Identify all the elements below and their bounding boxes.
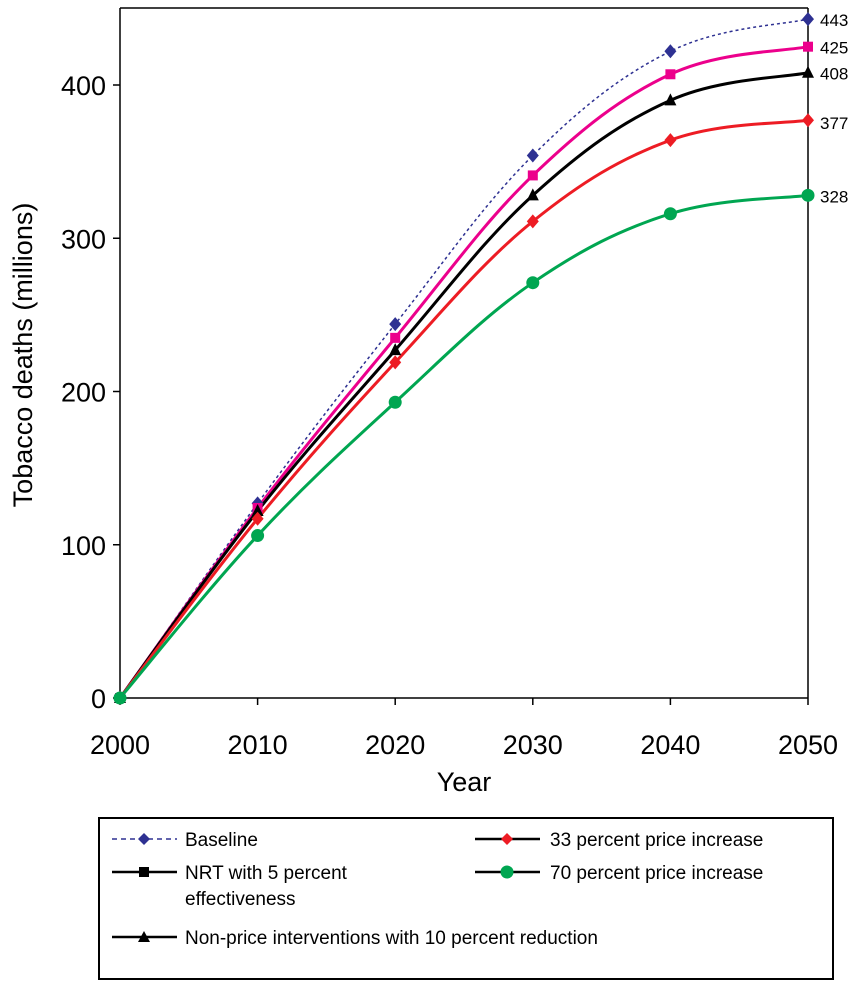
point-nonprice-2010 — [251, 504, 264, 517]
point-price70-2020 — [388, 395, 402, 409]
point-nonprice-2020 — [389, 343, 402, 356]
legend-marker-nonprice — [138, 931, 150, 942]
legend-box — [98, 817, 834, 980]
legend-item-nonprice: Non-price interventions with 10 percent … — [112, 928, 598, 949]
plot-area — [119, 7, 809, 699]
point-nonprice-2050 — [802, 65, 814, 78]
point-price70-2050 — [801, 188, 815, 202]
point-nrt-2030 — [527, 170, 538, 181]
point-nrt-2020 — [390, 332, 401, 343]
y-tick-label: 100 — [61, 531, 106, 561]
point-price33-2050 — [802, 113, 814, 128]
legend-item-price33: 33 percent price increase — [475, 830, 763, 851]
y-axis-title: Tobacco deaths (millions) — [8, 203, 38, 508]
point-price33-2010 — [251, 511, 264, 526]
y-tick-label: 400 — [61, 71, 106, 101]
point-nrt-2050 — [803, 41, 813, 52]
y-tick-label: 0 — [91, 684, 106, 714]
legend-label-nrt-line1: NRT with 5 percent — [185, 863, 348, 884]
end-label-price70: 328 — [820, 187, 848, 206]
series-line-nrt — [118, 45, 809, 699]
series-lines — [118, 18, 809, 699]
point-baseline-2050 — [802, 12, 814, 27]
legend-label-price70: 70 percent price increase — [550, 863, 763, 884]
legend-item-price70: 70 percent price increase — [475, 863, 763, 884]
x-tick-label: 2040 — [640, 730, 700, 760]
point-nonprice-2040 — [664, 93, 677, 106]
x-axis-title: Year — [437, 767, 492, 797]
x-tick-label: 2000 — [90, 730, 150, 760]
point-baseline-2020 — [389, 317, 402, 332]
point-baseline-2030 — [526, 148, 539, 163]
point-nrt-2040 — [665, 69, 676, 80]
legend-label-price33: 33 percent price increase — [550, 830, 763, 851]
end-label-baseline: 443 — [820, 11, 848, 30]
x-axis-ticks: 2000 2010 2020 2030 2040 2050 — [90, 698, 838, 760]
legend-item-baseline: Baseline — [112, 830, 258, 851]
y-tick-label: 300 — [61, 224, 106, 254]
legend-marker-price33 — [501, 833, 513, 845]
legend-label-baseline: Baseline — [185, 830, 258, 851]
series-markers — [113, 12, 815, 705]
x-tick-label: 2010 — [228, 730, 288, 760]
end-label-price33: 377 — [820, 114, 848, 133]
y-axis-ticks: 0 100 200 300 400 — [61, 71, 120, 714]
legend: Baseline 33 percent price increase NRT w… — [98, 817, 834, 980]
point-price33-2040 — [664, 133, 677, 148]
point-price33-2030 — [526, 214, 539, 229]
series-line-price70 — [118, 193, 809, 699]
point-price70-2000 — [113, 691, 127, 705]
point-price33-2020 — [389, 355, 402, 370]
x-tick-label: 2020 — [365, 730, 425, 760]
legend-marker-nrt — [139, 867, 149, 877]
x-tick-label: 2050 — [778, 730, 838, 760]
point-nonprice-2030 — [526, 188, 539, 201]
series-line-nonprice — [118, 71, 809, 699]
point-price70-2010 — [251, 529, 265, 543]
legend-label-nonprice: Non-price interventions with 10 percent … — [185, 928, 598, 949]
y-tick-label: 200 — [61, 378, 106, 408]
point-baseline-2040 — [664, 44, 677, 59]
series-line-baseline — [119, 18, 809, 699]
end-labels: 443 425 408 377 328 — [820, 11, 848, 206]
x-tick-label: 2030 — [503, 730, 563, 760]
legend-marker-price70 — [500, 865, 514, 879]
point-price70-2030 — [526, 276, 540, 290]
legend-label-nrt-line2: effectiveness — [185, 889, 296, 910]
end-label-nonprice: 408 — [820, 65, 848, 84]
point-price70-2040 — [663, 207, 677, 221]
legend-item-nrt: NRT with 5 percent effectiveness — [112, 863, 348, 910]
legend-marker-baseline — [138, 833, 150, 845]
end-label-nrt: 425 — [820, 39, 848, 58]
